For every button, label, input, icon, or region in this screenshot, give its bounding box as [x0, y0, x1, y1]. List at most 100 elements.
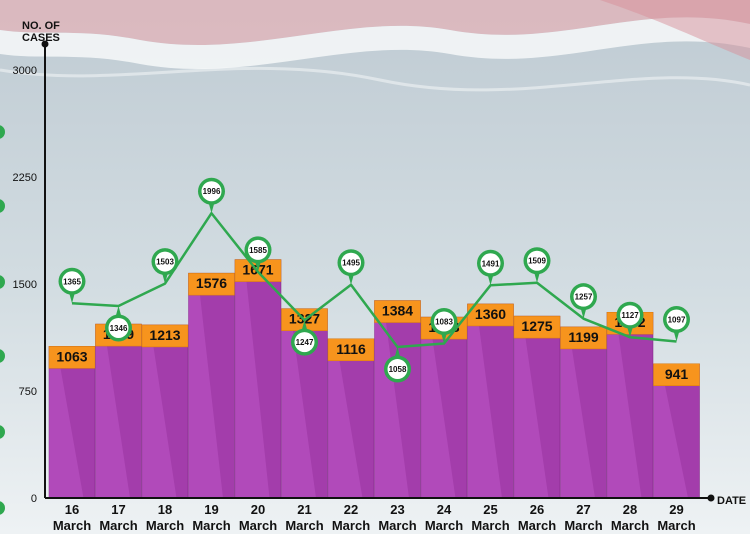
marker-inner [666, 309, 687, 330]
bar-highlight [95, 346, 130, 498]
x-tick-label-day: 25 [483, 502, 497, 517]
bar [653, 363, 700, 499]
x-tick-label-day: 22 [344, 502, 358, 517]
x-axis-end-dot [707, 494, 715, 502]
marker-inner [294, 332, 315, 353]
x-tick-label-day: 19 [204, 502, 218, 517]
bar-highlight [281, 330, 316, 498]
x-tick-label-month: March [425, 518, 463, 533]
bar-data-label: 1063 [56, 348, 87, 364]
bar [141, 324, 189, 499]
line-marker: 1257 [570, 283, 597, 319]
bar-highlight [560, 348, 595, 498]
line-marker: 1585 [244, 236, 272, 272]
bar-data-label: 1576 [196, 275, 227, 291]
bar [188, 272, 235, 499]
bar-group: 1576 [188, 272, 235, 499]
x-tick-label-month: March [378, 518, 416, 533]
bar [234, 259, 282, 499]
x-tick-label-month: March [239, 518, 277, 533]
bar-group: 1302 [606, 311, 654, 499]
bar-group: 1063 [48, 346, 96, 499]
line-data-label: 1257 [575, 293, 593, 302]
y-tick-label: 0 [31, 493, 37, 505]
line-data-label: 1585 [249, 246, 267, 255]
x-tick-label-month: March [146, 518, 184, 533]
bar-data-label: 1384 [382, 303, 413, 319]
line-markers: 1365 1346 1503 1996 1585 1247 1495 1058 1083 1491… [58, 177, 690, 383]
line-marker: 1996 [198, 177, 225, 214]
line-data-label: 1996 [203, 187, 221, 196]
x-tick-label-month: March [99, 518, 137, 533]
bar-cap [374, 300, 421, 323]
bar-group: 1360 [467, 303, 514, 499]
bar-highlight [514, 338, 549, 498]
bar-data-label: 941 [665, 366, 689, 382]
bar-cap [327, 338, 375, 362]
x-tick-label-day: 29 [669, 502, 683, 517]
bar-highlight [188, 295, 223, 498]
x-tick-label-day: 18 [158, 502, 172, 517]
y-axis-end-dot [41, 40, 49, 48]
bar-group: 941 [653, 363, 700, 499]
line-data-label: 1058 [389, 365, 407, 374]
marker-inner [434, 311, 454, 332]
bar-cap [513, 315, 561, 339]
line-data-label: 1097 [668, 315, 686, 324]
bar [327, 338, 375, 499]
x-tick-label-day: 23 [390, 502, 404, 517]
bar-highlight [142, 346, 177, 498]
bar-highlight [374, 322, 409, 498]
bar-data-label: 1199 [568, 329, 599, 345]
line-data-label: 1247 [296, 338, 314, 347]
x-tick-label-day: 21 [297, 502, 311, 517]
bar [606, 311, 654, 499]
x-tick-label-day: 28 [623, 502, 637, 517]
bar-highlight [49, 368, 84, 498]
bar-cap [560, 326, 607, 350]
line-marker: 1247 [291, 320, 318, 356]
line-marker: 1509 [523, 247, 551, 283]
line-data-label: 1509 [528, 257, 546, 266]
bar-group: 1219 [95, 323, 142, 499]
marker-inner [108, 317, 129, 338]
bar-data-label: 1116 [336, 341, 366, 357]
line-data-label: 1083 [435, 317, 453, 326]
bar [374, 300, 421, 499]
marker-inner [573, 286, 594, 307]
bar [48, 346, 96, 499]
line-data-label: 1495 [342, 259, 360, 268]
x-tick-label-day: 20 [251, 502, 265, 517]
line-marker: 1127 [616, 301, 644, 338]
bar [467, 303, 514, 499]
bar-cap [188, 272, 235, 296]
bar [560, 326, 607, 499]
line-marker: 1083 [430, 307, 458, 344]
marker-inner [155, 251, 175, 272]
marker-inner [480, 253, 501, 274]
left-edge-decorations [0, 125, 5, 515]
marker-inner [527, 250, 547, 271]
decorative-flag-waves [0, 0, 750, 92]
line-marker: 1097 [663, 305, 690, 342]
bar-highlight [421, 339, 456, 498]
line-data-label: 1365 [63, 277, 81, 286]
y-tick-label: 3000 [13, 65, 37, 77]
marker-inner [62, 271, 82, 292]
bar-highlight [235, 281, 270, 498]
bar-data-label: 1275 [521, 318, 552, 334]
line-marker: 1491 [477, 249, 504, 286]
bar-cap [141, 324, 189, 348]
bar-group: 1671 [234, 259, 282, 499]
y-tick-label: 2250 [13, 172, 37, 184]
bar-cap [48, 346, 96, 369]
x-tick-label-day: 26 [530, 502, 544, 517]
x-tick-label-month: March [611, 518, 649, 533]
line-data-label: 1127 [621, 311, 639, 320]
bars: 1063121912131576167113271116138412681360… [48, 259, 700, 499]
axes [41, 40, 715, 502]
x-tick-label-month: March [518, 518, 556, 533]
marker-inner [341, 252, 361, 273]
bar-group: 1199 [560, 326, 607, 499]
